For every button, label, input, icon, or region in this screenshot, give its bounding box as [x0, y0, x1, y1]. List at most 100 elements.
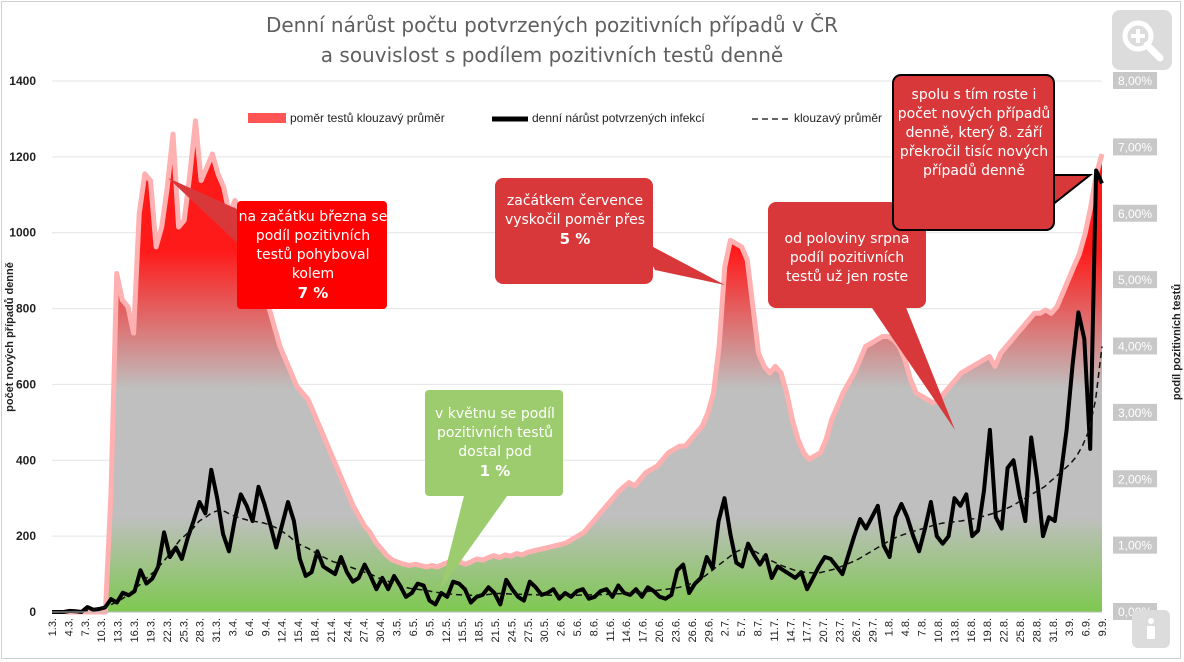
x-tick-label: 9.9.	[1097, 618, 1109, 636]
x-tick-label: 15.5.	[457, 618, 469, 642]
info-icon	[1147, 618, 1155, 639]
callout-july: začátkem července vyskočil poměr přes 5 …	[497, 192, 653, 250]
x-tick-label: 2.7.	[720, 618, 732, 636]
x-tick-label: 31.3.	[211, 618, 223, 642]
y-tick-label: 400	[16, 453, 36, 467]
legend-label-cases: denní nárůst potvrzených infekcí	[532, 111, 705, 125]
x-tick-label: 4.8.	[900, 618, 912, 636]
x-tick-label: 16.8.	[966, 618, 978, 642]
x-tick-label: 19.3.	[145, 618, 157, 642]
callout-august-pointer	[870, 305, 955, 430]
x-tick-label: 9.4.	[260, 618, 272, 636]
x-tick-label: 8.6.	[588, 618, 600, 636]
callout-september-box	[892, 74, 1055, 231]
x-tick-label: 27.5.	[523, 618, 535, 642]
zoom-button[interactable]	[1112, 10, 1172, 70]
info-button[interactable]	[1132, 610, 1170, 648]
x-tick-label: 31.8.	[1048, 618, 1060, 642]
zoom-in-icon	[1122, 20, 1164, 62]
x-tick-label: 25.3.	[178, 618, 190, 642]
x-tick-label: 15.4.	[293, 618, 305, 642]
callout-september: spolu s tím roste i počet nových případů…	[897, 86, 1051, 181]
y2-tick-box	[1113, 337, 1157, 355]
y2-tick-box	[1113, 72, 1157, 89]
x-tick-label: 19.8.	[982, 618, 994, 642]
callout-march: na začátku března se podíl pozitivních t…	[238, 208, 388, 304]
x-tick-label: 26.6.	[687, 618, 699, 642]
x-tick-label: 13.3.	[113, 618, 125, 642]
x-tick-label: 10.8.	[933, 618, 945, 642]
x-tick-label: 5.6.	[572, 618, 584, 636]
y-tick-label: 600	[16, 377, 36, 391]
x-tick-label: 17.6.	[638, 618, 650, 642]
y-tick-label: 1400	[9, 74, 36, 88]
chart-title-line1: Denní nárůst počtu potvrzených pozitivní…	[265, 13, 839, 37]
y2-tick-label: 5,00%	[1118, 273, 1152, 287]
x-tick-label: 28.8.	[1031, 618, 1043, 642]
x-tick-label: 6.5.	[408, 618, 420, 636]
x-tick-label: 1.3.	[47, 618, 59, 636]
legend: poměr testů klouzavý průměr denní nárůst …	[248, 111, 882, 125]
moving-average-line	[52, 346, 1103, 613]
x-tick-label: 4.3.	[63, 618, 75, 636]
callout-march-text: na začátku března se podíl pozitivních t…	[238, 209, 388, 282]
x-tick-label: 18.4.	[310, 618, 322, 642]
callout-may-value: 1 %	[479, 462, 511, 480]
x-tick-label: 10.3.	[96, 618, 108, 642]
callout-march-pointer	[168, 178, 250, 255]
callout-july-box	[495, 178, 653, 284]
y2-tick-label: 3,00%	[1118, 406, 1152, 420]
x-tick-label: 14.7.	[785, 618, 797, 642]
x-tick-label: 25.8.	[1015, 618, 1027, 642]
x-tick-label: 24.5.	[506, 618, 518, 642]
y2-tick-box	[1113, 271, 1157, 289]
y2-tick-box	[1113, 138, 1157, 156]
x-tick-label: 30.5.	[539, 618, 551, 642]
legend-swatch-ratio	[248, 113, 286, 123]
x-tick-label: 6.9.	[1081, 618, 1093, 636]
y2-tick-label: 8,00%	[1118, 74, 1152, 88]
callout-layer	[168, 74, 1093, 590]
x-tick-label: 3.9.	[1064, 618, 1076, 636]
x-tick-label: 5.7.	[736, 618, 748, 636]
callout-july-text: začátkem července vyskočil poměr přes	[504, 193, 646, 228]
axis-layer: 02004006008001000120014000,00%1,00%2,00%…	[9, 72, 1157, 642]
y-tick-label: 1000	[9, 226, 36, 240]
x-tick-label: 30.4.	[375, 618, 387, 642]
x-tick-label: 23.7.	[835, 618, 847, 642]
legend-label-ratio: poměr testů klouzavý průměr	[290, 111, 445, 125]
x-tick-label: 16.3.	[129, 618, 141, 642]
y2-tick-box	[1113, 204, 1157, 222]
callout-may-pointer	[440, 492, 510, 590]
x-tick-label: 11.7.	[769, 618, 781, 642]
x-tick-label: 27.4.	[359, 618, 371, 642]
y2-tick-label: 7,00%	[1118, 140, 1152, 154]
callout-august-box	[768, 202, 926, 308]
y2-tick-label: 6,00%	[1118, 207, 1152, 221]
callout-may-text: v květnu se podíl pozitivních testů dost…	[435, 406, 555, 460]
x-tick-label: 14.6.	[621, 618, 633, 642]
x-tick-label: 26.7.	[851, 618, 863, 642]
ratio-area	[66, 120, 1102, 613]
daily-cases-line	[52, 168, 1104, 614]
x-tick-label: 21.4.	[326, 618, 338, 642]
callout-august: od poloviny srpna podíl pozitivních test…	[771, 230, 923, 287]
x-tick-label: 11.6.	[605, 618, 617, 642]
y2-tick-box	[1113, 470, 1157, 488]
x-tick-label: 17.7.	[802, 618, 814, 642]
callout-may-box	[425, 390, 563, 496]
x-tick-label: 24.4.	[342, 618, 354, 642]
x-tick-label: 13.8.	[949, 618, 961, 642]
y2-tick-label: 4,00%	[1118, 340, 1152, 354]
y2-tick-box	[1113, 403, 1157, 421]
callout-july-pointer	[640, 240, 725, 285]
y2-tick-label: 2,00%	[1118, 472, 1152, 486]
x-tick-label: 20.7.	[818, 618, 830, 642]
y-tick-label: 1200	[9, 150, 36, 164]
x-tick-label: 7.3.	[80, 618, 92, 636]
x-tick-label: 6.4.	[244, 618, 256, 636]
x-tick-label: 12.5.	[441, 618, 453, 642]
cases-line-layer	[52, 168, 1104, 614]
x-tick-label: 23.6.	[670, 618, 682, 642]
x-tick-label: 22.3.	[162, 618, 174, 642]
